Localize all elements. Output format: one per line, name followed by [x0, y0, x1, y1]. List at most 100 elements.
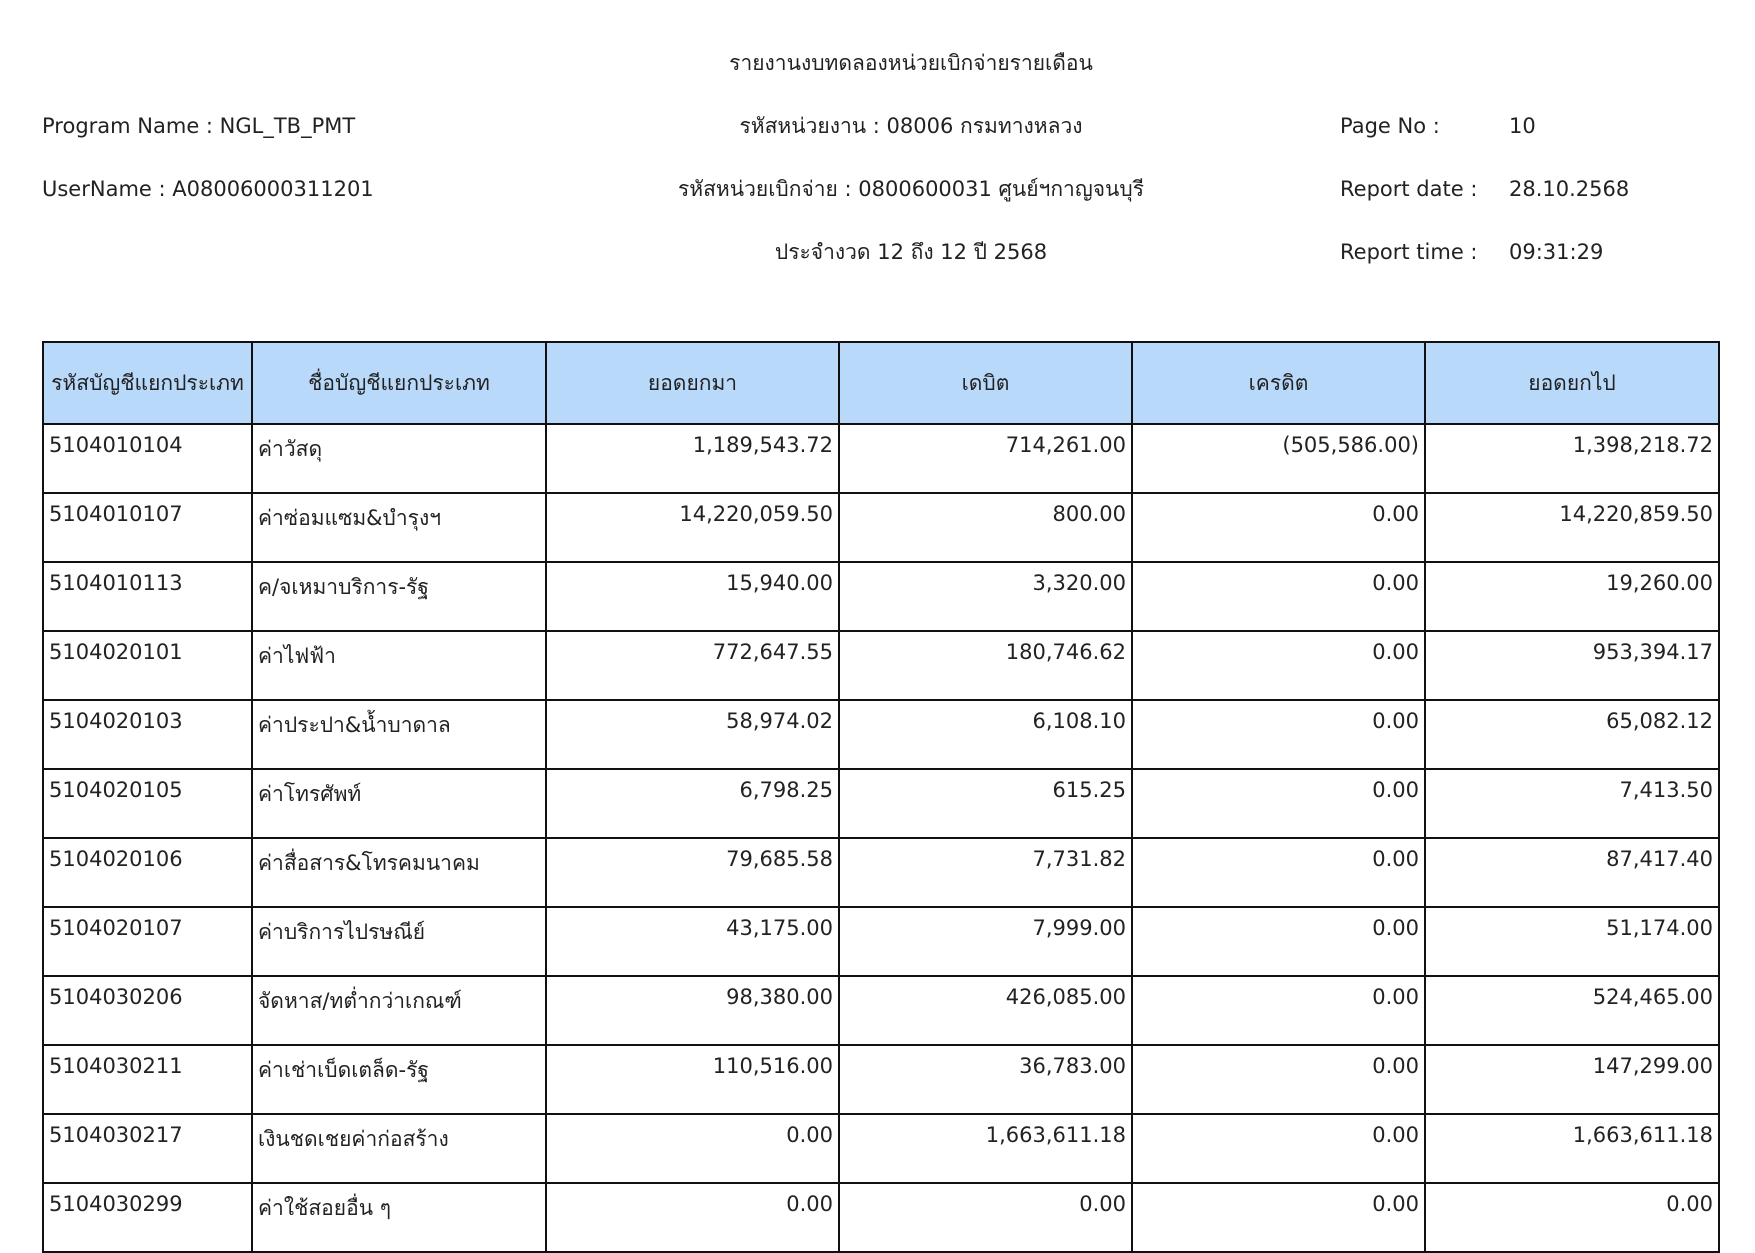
report-time-label: Report time : — [1340, 240, 1478, 264]
cell-account-name: ค่าโทรศัพท์ — [251, 768, 547, 839]
cell-carried-forward: 0.00 — [1424, 1182, 1720, 1253]
cell-brought-forward: 43,175.00 — [545, 906, 840, 977]
cell-credit: 0.00 — [1131, 837, 1426, 908]
cell-carried-forward: 1,663,611.18 — [1424, 1113, 1720, 1184]
table-row: 5104020101 ค่าไฟฟ้า 772,647.55 180,746.62 0.… — [42, 630, 1720, 701]
cell-carried-forward: 1,398,218.72 — [1424, 423, 1720, 494]
cell-debit: 1,663,611.18 — [838, 1113, 1133, 1184]
cell-account-name: ค/จเหมาบริการ-รัฐ — [251, 561, 547, 632]
cell-debit: 714,261.00 — [838, 423, 1133, 494]
cell-carried-forward: 14,220,859.50 — [1424, 492, 1720, 563]
cell-credit: 0.00 — [1131, 1182, 1426, 1253]
table-row: 5104020103 ค่าประปา&น้ำบาดาล 58,974.02 6,10… — [42, 699, 1720, 770]
cell-brought-forward: 58,974.02 — [545, 699, 840, 770]
program-name: Program Name : NGL_TB_PMT — [42, 114, 356, 138]
cell-debit: 7,999.00 — [838, 906, 1133, 977]
cell-carried-forward: 51,174.00 — [1424, 906, 1720, 977]
period: ประจำงวด 12 ถึง 12 ปี 2568 — [774, 240, 1048, 264]
column-header-credit: เครดิต — [1131, 341, 1426, 425]
trial-balance-table: รหัสบัญชีแยกประเภท ชื่อบัญชีแยกประเภท ยอดย… — [42, 341, 1720, 1253]
cell-brought-forward: 6,798.25 — [545, 768, 840, 839]
cell-account-code: 5104030206 — [42, 975, 253, 1046]
cell-account-code: 5104020106 — [42, 837, 253, 908]
cell-debit: 180,746.62 — [838, 630, 1133, 701]
cell-brought-forward: 98,380.00 — [545, 975, 840, 1046]
cell-account-code: 5104020107 — [42, 906, 253, 977]
cell-credit: 0.00 — [1131, 630, 1426, 701]
cell-debit: 426,085.00 — [838, 975, 1133, 1046]
column-header-account-code: รหัสบัญชีแยกประเภท — [42, 341, 253, 425]
cell-account-code: 5104030217 — [42, 1113, 253, 1184]
cell-carried-forward: 147,299.00 — [1424, 1044, 1720, 1115]
cell-carried-forward: 953,394.17 — [1424, 630, 1720, 701]
cell-credit: 0.00 — [1131, 561, 1426, 632]
cell-account-name: ค่าเช่าเบ็ดเตล็ด-รัฐ — [251, 1044, 547, 1115]
table-row: 5104010107 ค่าซ่อมแซม&บำรุงฯ 14,220,059.50… — [42, 492, 1720, 563]
cell-account-name: ค่าวัสดุ — [251, 423, 547, 494]
cell-account-name: ค่าบริการไปรษณีย์ — [251, 906, 547, 977]
agency: รหัสหน่วยงาน : 08006 กรมทางหลวง — [739, 114, 1083, 138]
cell-debit: 800.00 — [838, 492, 1133, 563]
report-date-label: Report date : — [1340, 177, 1478, 201]
report-title: รายงานงบทดลองหน่วยเบิกจ่ายรายเดือน — [729, 51, 1093, 75]
cell-account-name: ค่าใช้สอยอื่น ๆ — [251, 1182, 547, 1253]
cell-credit: 0.00 — [1131, 1113, 1426, 1184]
page-no: 10 — [1509, 114, 1536, 138]
table-row: 5104030299 ค่าใช้สอยอื่น ๆ 0.00 0.00 0.00 0.0… — [42, 1182, 1720, 1253]
column-header-debit: เดบิต — [838, 341, 1133, 425]
cell-debit: 3,320.00 — [838, 561, 1133, 632]
table-row: 5104010104 ค่าวัสดุ 1,189,543.72 714,261.00… — [42, 423, 1720, 494]
cell-carried-forward: 65,082.12 — [1424, 699, 1720, 770]
table-row: 5104020106 ค่าสื่อสาร&โทรคมนาคม 79,685.58 7… — [42, 837, 1720, 908]
cell-debit: 7,731.82 — [838, 837, 1133, 908]
cell-account-name: จัดหาส/ทต่ำกว่าเกณฑ์ — [251, 975, 547, 1046]
cell-debit: 0.00 — [838, 1182, 1133, 1253]
disbursing-unit: รหัสหน่วยเบิกจ่าย : 0800600031 ศูนย์ฯกาญ… — [677, 177, 1145, 201]
cell-credit: (505,586.00) — [1131, 423, 1426, 494]
cell-credit: 0.00 — [1131, 699, 1426, 770]
cell-credit: 0.00 — [1131, 975, 1426, 1046]
cell-account-code: 5104010104 — [42, 423, 253, 494]
cell-account-name: ค่าประปา&น้ำบาดาล — [251, 699, 547, 770]
report-time: 09:31:29 — [1509, 240, 1604, 264]
page-no-label: Page No : — [1340, 114, 1440, 138]
cell-brought-forward: 15,940.00 — [545, 561, 840, 632]
username: UserName : A08006000311201 — [42, 177, 374, 201]
cell-account-code: 5104020103 — [42, 699, 253, 770]
cell-account-code: 5104020101 — [42, 630, 253, 701]
cell-brought-forward: 0.00 — [545, 1182, 840, 1253]
cell-credit: 0.00 — [1131, 768, 1426, 839]
cell-debit: 36,783.00 — [838, 1044, 1133, 1115]
column-header-carried-forward: ยอดยกไป — [1424, 341, 1720, 425]
cell-account-name: เงินชดเชยค่าก่อสร้าง — [251, 1113, 547, 1184]
cell-account-code: 5104030211 — [42, 1044, 253, 1115]
column-header-account-name: ชื่อบัญชีแยกประเภท — [251, 341, 547, 425]
cell-brought-forward: 79,685.58 — [545, 837, 840, 908]
cell-debit: 6,108.10 — [838, 699, 1133, 770]
cell-carried-forward: 7,413.50 — [1424, 768, 1720, 839]
table-row: 5104030217 เงินชดเชยค่าก่อสร้าง 0.00 1,663,… — [42, 1113, 1720, 1184]
cell-brought-forward: 1,189,543.72 — [545, 423, 840, 494]
cell-brought-forward: 0.00 — [545, 1113, 840, 1184]
cell-credit: 0.00 — [1131, 1044, 1426, 1115]
column-header-brought-forward: ยอดยกมา — [545, 341, 840, 425]
cell-brought-forward: 14,220,059.50 — [545, 492, 840, 563]
table-row: 5104030206 จัดหาส/ทต่ำกว่าเกณฑ์ 98,380.00 4… — [42, 975, 1720, 1046]
cell-account-name: ค่าสื่อสาร&โทรคมนาคม — [251, 837, 547, 908]
cell-brought-forward: 110,516.00 — [545, 1044, 840, 1115]
cell-account-code: 5104010113 — [42, 561, 253, 632]
cell-brought-forward: 772,647.55 — [545, 630, 840, 701]
cell-account-code: 5104020105 — [42, 768, 253, 839]
cell-account-code: 5104030299 — [42, 1182, 253, 1253]
cell-account-name: ค่าไฟฟ้า — [251, 630, 547, 701]
cell-credit: 0.00 — [1131, 906, 1426, 977]
cell-debit: 615.25 — [838, 768, 1133, 839]
cell-account-name: ค่าซ่อมแซม&บำรุงฯ — [251, 492, 547, 563]
table-row: 5104020107 ค่าบริการไปรษณีย์ 43,175.00 7,99… — [42, 906, 1720, 977]
cell-carried-forward: 524,465.00 — [1424, 975, 1720, 1046]
cell-carried-forward: 87,417.40 — [1424, 837, 1720, 908]
cell-account-code: 5104010107 — [42, 492, 253, 563]
table-row: 5104030211 ค่าเช่าเบ็ดเตล็ด-รัฐ 110,516.00… — [42, 1044, 1720, 1115]
report-date: 28.10.2568 — [1509, 177, 1630, 201]
cell-carried-forward: 19,260.00 — [1424, 561, 1720, 632]
